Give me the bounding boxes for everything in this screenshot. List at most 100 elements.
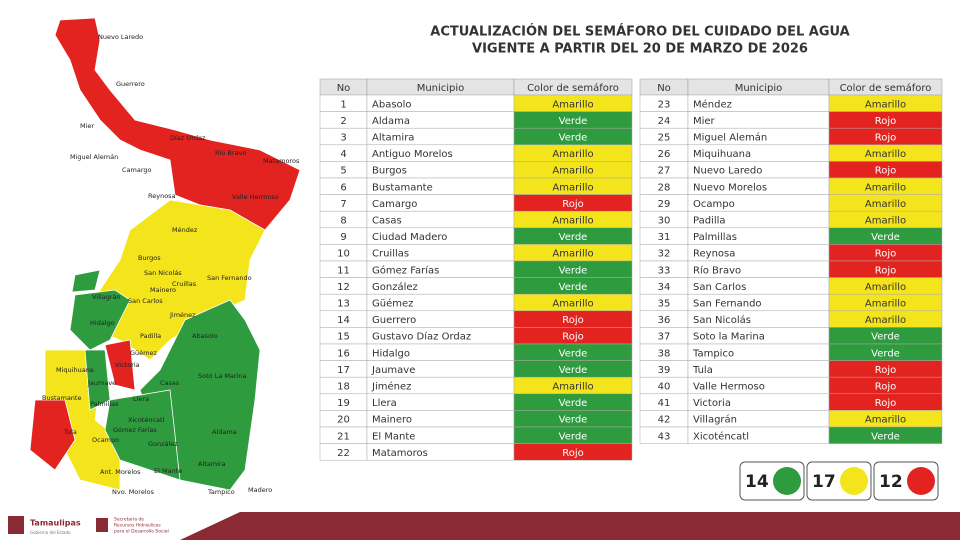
municipio: Padilla bbox=[693, 216, 726, 227]
row-number: 26 bbox=[658, 149, 671, 160]
municipio: Aldama bbox=[372, 116, 410, 127]
map-label: Burgos bbox=[138, 254, 161, 262]
row-number: 2 bbox=[340, 116, 346, 127]
agency-text: para el Desarrollo Social bbox=[114, 529, 169, 535]
row-number: 7 bbox=[340, 199, 346, 210]
status: Amarillo bbox=[865, 182, 906, 193]
municipio: Valle Hermoso bbox=[693, 382, 765, 393]
cell bbox=[513, 443, 633, 461]
region bbox=[104, 389, 181, 481]
municipio: Palmillas bbox=[693, 232, 737, 243]
map-label: Ocampo bbox=[92, 436, 119, 444]
status: Rojo bbox=[875, 265, 897, 276]
status: Amarillo bbox=[865, 99, 906, 110]
row-number: 25 bbox=[658, 133, 671, 144]
agency-icon bbox=[96, 518, 108, 532]
row-number: 23 bbox=[658, 99, 671, 110]
map-label: Nvo. Morelos bbox=[112, 488, 155, 496]
map-label: Guerrero bbox=[116, 80, 145, 88]
map-label: Llera bbox=[133, 395, 149, 403]
municipio: Casas bbox=[372, 216, 402, 227]
status: Verde bbox=[871, 232, 900, 243]
municipio: Miguel Alemán bbox=[693, 132, 767, 144]
map-label: Aldama bbox=[212, 428, 237, 436]
status: Amarillo bbox=[865, 415, 906, 426]
municipio: Xicoténcatl bbox=[693, 430, 749, 442]
map-label: Xicoténcatl bbox=[128, 416, 165, 424]
municipio: San Fernando bbox=[693, 299, 762, 310]
summary-count: 17 bbox=[812, 472, 836, 492]
summary-dot bbox=[773, 467, 801, 495]
municipio: Reynosa bbox=[693, 249, 735, 260]
map-label: Ant. Morelos bbox=[100, 468, 141, 476]
map-label: Palmillas bbox=[90, 400, 119, 408]
map-label: González bbox=[148, 440, 178, 448]
row-number: 19 bbox=[337, 398, 350, 409]
status: Verde bbox=[871, 348, 900, 359]
municipio: Hidalgo bbox=[372, 348, 410, 359]
map-label: Río Bravo bbox=[215, 149, 246, 157]
row-number: 40 bbox=[658, 382, 671, 393]
status: Rojo bbox=[875, 382, 897, 393]
row-number: 41 bbox=[658, 398, 671, 409]
status: Rojo bbox=[562, 448, 584, 459]
municipio: Altamira bbox=[372, 133, 414, 144]
municipio: Antiguo Morelos bbox=[372, 149, 453, 160]
municipio: Cruillas bbox=[372, 249, 409, 260]
status: Amarillo bbox=[552, 149, 593, 160]
map-label: Miquihuana bbox=[56, 366, 94, 374]
header-text: Color de semáforo bbox=[840, 82, 932, 94]
agency-text: Recursos Hidráulicos bbox=[114, 522, 161, 529]
map-label: Valle Hermoso bbox=[232, 193, 279, 201]
row-number: 3 bbox=[340, 133, 346, 144]
row-number: 20 bbox=[337, 415, 350, 426]
map-label: San Nicolás bbox=[144, 269, 182, 277]
municipio: Guerrero bbox=[372, 315, 416, 326]
status: Amarillo bbox=[865, 216, 906, 227]
status: Verde bbox=[871, 332, 900, 343]
map-label: Mier bbox=[80, 122, 94, 130]
row-number: 5 bbox=[340, 166, 346, 177]
municipio: Matamoros bbox=[372, 448, 428, 459]
row-number: 6 bbox=[340, 182, 346, 193]
row-number: 37 bbox=[658, 332, 671, 343]
map-label: Nuevo Laredo bbox=[98, 33, 143, 41]
status: Rojo bbox=[562, 199, 584, 210]
row-number: 4 bbox=[340, 149, 346, 160]
header-text: Municipio bbox=[735, 83, 783, 94]
status: Amarillo bbox=[865, 299, 906, 310]
cell bbox=[828, 426, 943, 444]
row-number: 31 bbox=[658, 232, 671, 243]
summary-count: 12 bbox=[879, 472, 903, 492]
map-label: Victoria bbox=[115, 361, 140, 369]
row-number: 42 bbox=[658, 415, 671, 426]
map-label: Miguel Alemán bbox=[70, 153, 118, 161]
status: Verde bbox=[871, 431, 900, 442]
municipio: Nuevo Morelos bbox=[693, 182, 767, 193]
agency-text: Secretaría de bbox=[114, 516, 144, 523]
status: Rojo bbox=[875, 116, 897, 127]
status: Amarillo bbox=[552, 216, 593, 227]
municipio: Gustavo Díaz Ordaz bbox=[372, 331, 471, 343]
status: Amarillo bbox=[552, 99, 593, 110]
row-number: 36 bbox=[658, 315, 671, 326]
status: Verde bbox=[559, 431, 588, 442]
municipio: Mier bbox=[693, 116, 716, 127]
row-number: 28 bbox=[658, 182, 671, 193]
municipio: Soto la Marina bbox=[693, 332, 765, 343]
municipio: Jaumave bbox=[371, 365, 415, 376]
status: Amarillo bbox=[552, 166, 593, 177]
status: Verde bbox=[559, 348, 588, 359]
region bbox=[29, 399, 76, 471]
municipio: Bustamante bbox=[372, 182, 433, 193]
municipio: Mainero bbox=[372, 415, 412, 426]
row-number: 33 bbox=[658, 265, 671, 276]
logo-sub: Gobierno del Estado bbox=[30, 530, 71, 535]
footer: Tamaulipas Gobierno del Estado Secretarí… bbox=[8, 512, 960, 540]
status: Verde bbox=[559, 116, 588, 127]
row-number: 38 bbox=[658, 348, 671, 359]
row-number: 9 bbox=[340, 232, 346, 243]
row-number: 39 bbox=[658, 365, 671, 376]
tables: No Municipio Color de semáforo 1 Abasolo Amar… bbox=[319, 78, 943, 461]
status: Amarillo bbox=[865, 199, 906, 210]
